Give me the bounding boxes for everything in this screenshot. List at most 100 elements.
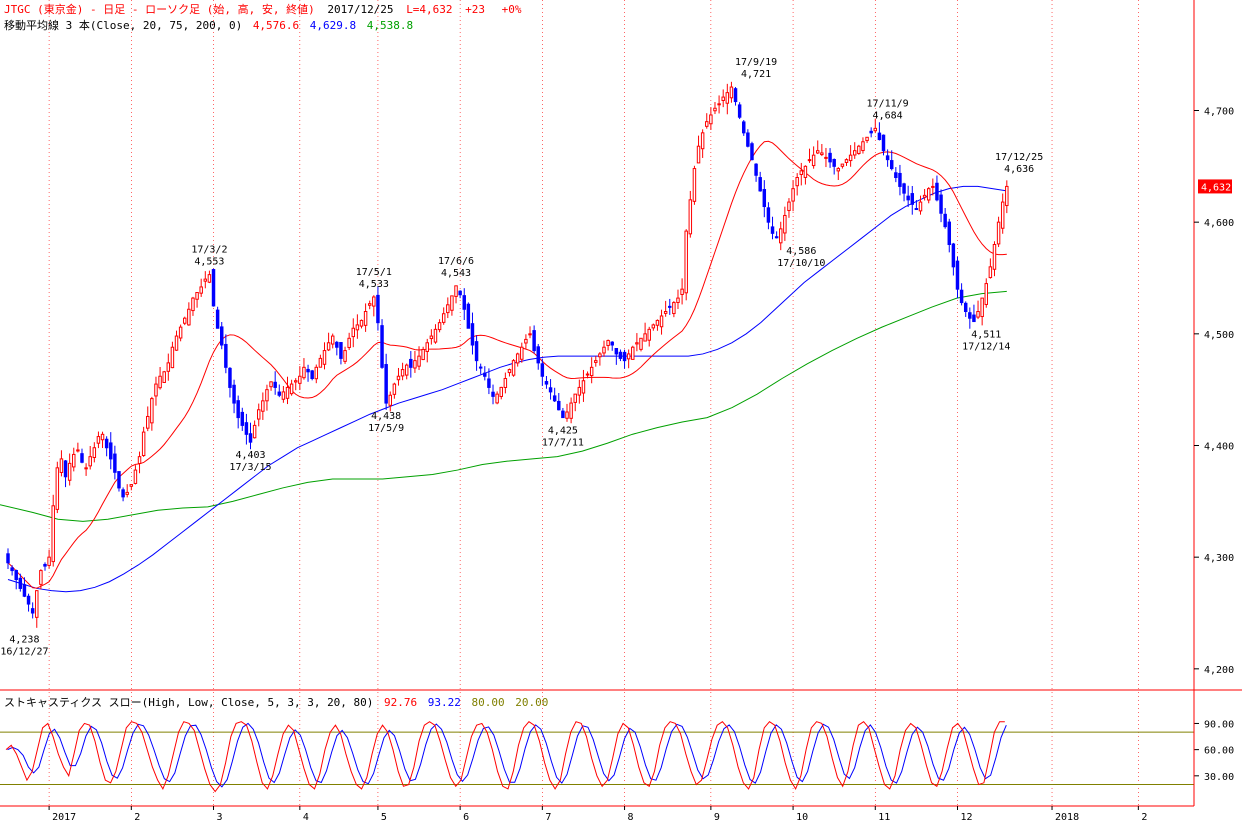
candle-body (959, 289, 964, 304)
candle-body (76, 449, 80, 452)
candle-body (174, 335, 179, 351)
candle-body (35, 590, 39, 618)
candle-body (322, 350, 327, 365)
candle-body (63, 460, 68, 478)
candle-body (310, 370, 314, 380)
candle-body (215, 309, 220, 329)
candle-body (713, 107, 717, 112)
candle-body (750, 143, 754, 161)
candle-body (125, 491, 129, 495)
candle-body (598, 353, 602, 358)
candle-body (807, 159, 812, 162)
candle-body (939, 194, 943, 214)
candle-body (104, 438, 109, 449)
candle-body (951, 243, 956, 268)
extreme-label-line2: 4,543 (441, 268, 471, 279)
candle-body (244, 422, 249, 435)
x-tick-label: 7 (545, 812, 551, 823)
stoch-tick-label: 90.00 (1204, 719, 1234, 730)
candle-body (495, 393, 499, 404)
candle-body (618, 351, 623, 359)
candle-body (569, 402, 573, 419)
candle-body (298, 375, 302, 384)
candle-body (446, 304, 450, 314)
candle-body (737, 104, 742, 118)
candle-body (51, 505, 55, 563)
candle-body (639, 337, 643, 350)
candle-body (614, 348, 619, 355)
candle-body (39, 570, 43, 585)
candle-body (663, 311, 668, 314)
candle-body (228, 367, 232, 388)
stoch-k-value: 92.76 (384, 696, 417, 709)
x-tick-label: 2 (1141, 812, 1147, 823)
extreme-label-line1: 4,438 (371, 411, 401, 422)
symbol-title: JTGC (東京金) - 日足 - ローソク足 (始, 高, 安, 終値) (4, 2, 315, 16)
stoch-lower-band: 20.00 (515, 696, 548, 709)
candle-body (306, 368, 310, 373)
candle-body (129, 484, 134, 487)
candle-body (67, 462, 72, 481)
candle-body (80, 453, 84, 463)
candle-body (762, 189, 767, 208)
candle-body (766, 207, 771, 223)
stoch-tick-label: 30.00 (1204, 772, 1234, 783)
candle-body (511, 360, 516, 376)
stoch-d-line (7, 722, 1007, 788)
y-tick-label: 4,300 (1204, 553, 1234, 564)
extreme-label-line1: 17/12/25 (995, 152, 1043, 163)
ma75-line (7, 185, 1007, 593)
candle-body (30, 608, 35, 614)
x-tick-label: 8 (628, 812, 634, 823)
y-tick-label: 4,600 (1204, 218, 1234, 229)
candle-body (536, 346, 540, 364)
candle-body (774, 236, 779, 239)
candle-body (22, 584, 27, 597)
candle-body (861, 141, 865, 152)
extreme-label-line1: 17/5/1 (356, 267, 392, 278)
candle-body (524, 338, 528, 344)
candle-body (88, 456, 92, 467)
candle-body (832, 158, 836, 167)
candle-body (520, 346, 524, 360)
ma200-polyline (0, 290, 1007, 522)
candle-body (503, 378, 508, 388)
candle-body (795, 177, 799, 187)
extreme-label-line1: 4,425 (548, 426, 578, 437)
candle-body (302, 366, 306, 379)
candle-body (240, 411, 245, 426)
candle-body (528, 333, 532, 336)
candle-body (589, 366, 594, 377)
candle-body (935, 182, 939, 201)
candle-body (733, 88, 738, 103)
candle-body (709, 114, 713, 125)
candle-body (6, 553, 10, 564)
extreme-label-line2: 4,636 (1004, 164, 1034, 175)
candle-body (330, 335, 335, 345)
extreme-label-line1: 4,586 (786, 246, 816, 257)
candle-body (544, 381, 549, 385)
candle-body (668, 305, 672, 308)
candle-body (55, 467, 60, 510)
candle-body (400, 369, 405, 377)
candle-body (265, 389, 269, 402)
candle-body (261, 400, 265, 412)
candle-body (462, 295, 466, 310)
ma20-value: 4,576.6 (253, 19, 299, 32)
candle-body (339, 342, 343, 359)
candle-body (117, 471, 121, 489)
header-last: L=4,632 (406, 3, 452, 16)
candle-body (454, 285, 458, 297)
candle-body (783, 214, 787, 234)
candle-body (968, 312, 972, 319)
candle-body (532, 330, 536, 352)
candle-body (359, 319, 364, 327)
candle-body (779, 228, 783, 244)
candle-body (293, 380, 298, 383)
extreme-label-line2: 17/5/9 (368, 423, 404, 434)
candle-body (248, 433, 253, 443)
candle-body (573, 393, 577, 403)
candle-body (787, 201, 791, 211)
extreme-label-line2: 16/12/27 (0, 646, 48, 657)
